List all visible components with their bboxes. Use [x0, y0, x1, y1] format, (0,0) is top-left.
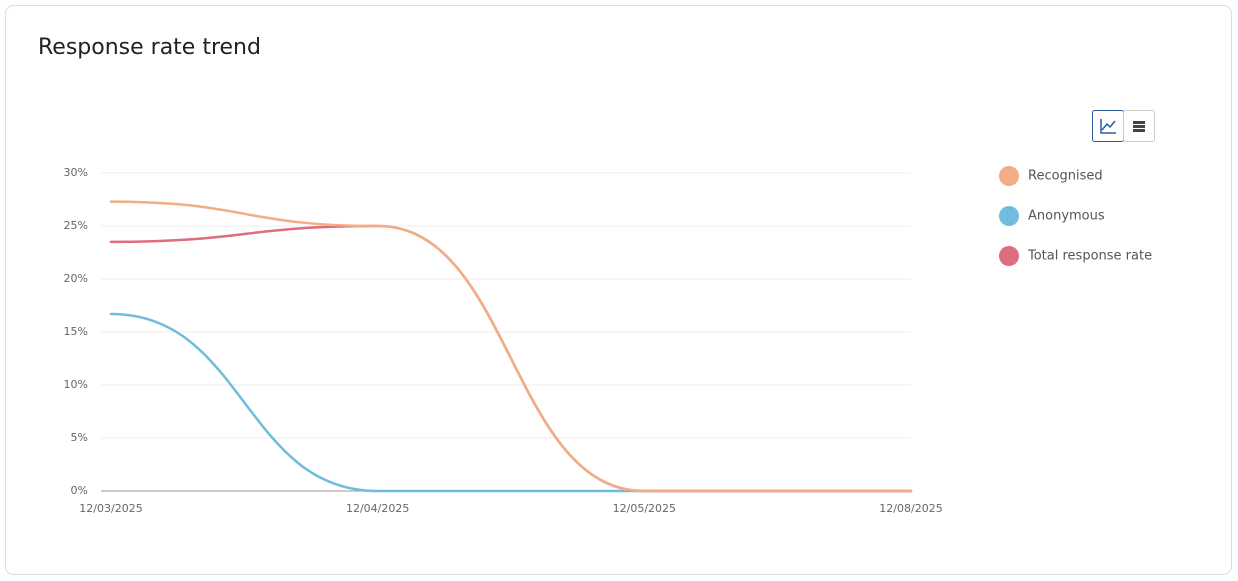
y-tick-label: 5%	[71, 431, 88, 444]
legend-label: Anonymous	[1028, 209, 1105, 224]
x-tick-label: 12/04/2025	[346, 502, 409, 515]
y-tick-label: 30%	[64, 166, 88, 179]
legend-label: Total response rate	[1027, 249, 1152, 264]
x-tick-label: 12/05/2025	[613, 502, 676, 515]
legend-label: Recognised	[1028, 169, 1103, 184]
chart-title: Response rate trend	[38, 35, 261, 60]
y-tick-label: 10%	[64, 378, 88, 391]
card-border	[5, 5, 1232, 575]
legend-swatch	[999, 206, 1019, 226]
y-tick-label: 0%	[71, 484, 88, 497]
y-tick-label: 20%	[64, 272, 88, 285]
series-line	[109, 200, 913, 493]
line-view-button[interactable]	[1092, 110, 1124, 142]
x-tick-label: 12/08/2025	[879, 502, 942, 515]
table-view-button[interactable]	[1123, 110, 1155, 142]
plot-area: 0% 5% 10% 15% 20% 25% 30% 12/03/2025 12/04/2025 1…	[64, 166, 943, 515]
y-tick-label: 15%	[64, 325, 88, 338]
legend-swatch	[999, 246, 1019, 266]
legend-item: Total response rate	[999, 246, 1152, 266]
y-tick-label: 25%	[64, 219, 88, 232]
x-tick-label: 12/03/2025	[79, 502, 142, 515]
legend-item: Recognised	[999, 166, 1103, 186]
legend-swatch	[999, 166, 1019, 186]
legend-item: Anonymous	[999, 206, 1105, 226]
